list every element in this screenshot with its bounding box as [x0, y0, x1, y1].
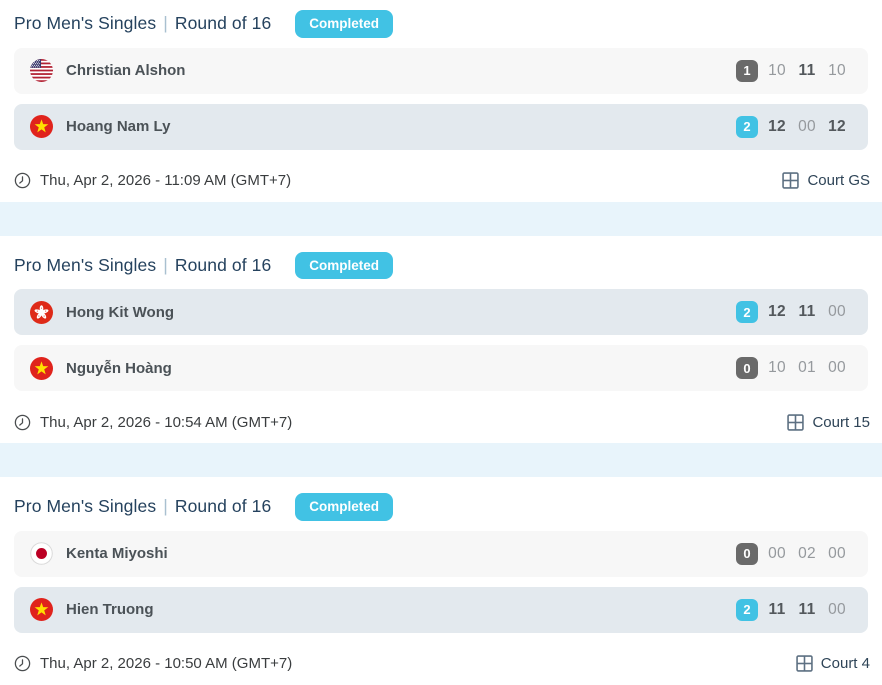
game-score: 00 — [828, 303, 846, 320]
court-grid-icon — [787, 413, 805, 431]
game-score: 11 — [768, 600, 786, 618]
match-datetime: Thu, Apr 2, 2026 - 11:09 AM (GMT+7) — [14, 172, 291, 189]
datetime-label: Thu, Apr 2, 2026 - 10:54 AM (GMT+7) — [40, 413, 293, 431]
status-badge: Completed — [295, 251, 394, 279]
court-info: Court 15 — [787, 414, 870, 431]
clock-icon — [14, 172, 31, 189]
clock-icon — [14, 655, 31, 672]
datetime-label: Thu, Apr 2, 2026 - 11:09 AM (GMT+7) — [40, 172, 292, 189]
game-score: 01 — [798, 359, 816, 376]
title-separator: | — [163, 496, 168, 517]
datetime-label: Thu, Apr 2, 2026 - 10:50 AM (GMT+7) — [40, 655, 293, 672]
match-title: Pro Men's Singles | Round of 16 — [14, 255, 271, 276]
game-score: 00 — [828, 544, 846, 562]
player-name: Hien Truong — [66, 601, 154, 618]
category-label: Pro Men's Singles — [14, 254, 157, 275]
court-label: Court 15 — [812, 413, 870, 431]
round-label: Round of 16 — [174, 13, 272, 34]
player-row: Hoang Nam Ly 2 12 00 12 — [14, 103, 868, 150]
court-label: Court GS — [807, 172, 870, 189]
match-card[interactable]: Pro Men's Singles | Round of 16 Completed … — [0, 0, 882, 202]
title-separator: | — [163, 254, 168, 275]
match-header: Pro Men's Singles | Round of 16 Completed — [0, 0, 882, 48]
game-score: 00 — [768, 544, 786, 562]
player-name: Hong Kit Wong — [66, 303, 175, 321]
player-row: Hien Truong 2 11 11 00 — [14, 586, 868, 633]
match-footer: Thu, Apr 2, 2026 - 10:54 AM (GMT+7) Cour… — [0, 401, 882, 443]
match-card[interactable]: Pro Men's Singles | Round of 16 Completed … — [0, 235, 882, 443]
match-footer: Thu, Apr 2, 2026 - 10:50 AM (GMT+7) Cour… — [0, 643, 882, 685]
match-header: Pro Men's Singles | Round of 16 Completed — [0, 236, 882, 290]
game-score: 12 — [768, 303, 786, 320]
game-score: 10 — [768, 61, 786, 79]
player-row: Kenta Miyoshi 0 00 02 00 — [14, 530, 868, 577]
score-group: 2 12 11 00 — [736, 301, 852, 323]
category-label: Pro Men's Singles — [14, 13, 157, 34]
court-grid-icon — [782, 172, 800, 189]
clock-icon — [14, 414, 31, 431]
match-header: Pro Men's Singles | Round of 16 Completed — [0, 477, 882, 531]
score-group: 2 12 00 12 — [736, 115, 852, 138]
score-group: 0 10 01 00 — [736, 357, 852, 379]
game-score: 00 — [828, 600, 846, 618]
score-group: 2 11 11 00 — [736, 598, 852, 621]
status-badge: Completed — [295, 10, 394, 38]
vietnam-flag — [30, 115, 53, 138]
set-count-badge: 2 — [736, 115, 758, 138]
round-label: Round of 16 — [174, 496, 272, 517]
set-count-badge: 2 — [736, 301, 758, 323]
category-label: Pro Men's Singles — [14, 496, 157, 517]
usa-flag — [30, 59, 53, 82]
hongkong-flag — [30, 300, 53, 324]
title-separator: | — [163, 13, 168, 34]
court-label: Court 4 — [820, 655, 870, 672]
section-separator — [0, 201, 882, 236]
vietnam-flag — [30, 598, 53, 621]
game-score: 12 — [768, 117, 786, 135]
game-score: 00 — [798, 117, 816, 135]
court-info: Court GS — [782, 172, 870, 189]
court-info: Court 4 — [796, 655, 870, 672]
player-name: Kenta Miyoshi — [66, 545, 168, 562]
player-name: Christian Alshon — [66, 62, 186, 79]
set-count-badge: 1 — [736, 59, 758, 82]
game-score: 10 — [828, 61, 846, 79]
player-rows: Hong Kit Wong 2 12 11 00 Nguyễn Hoàng 0 10… — [0, 289, 882, 391]
set-count-badge: 0 — [736, 542, 758, 565]
status-badge: Completed — [295, 493, 394, 521]
japan-flag — [30, 542, 53, 565]
score-group: 1 10 11 10 — [736, 59, 852, 82]
player-row: Christian Alshon 1 10 11 10 — [14, 47, 868, 94]
player-row: Nguyễn Hoàng 0 10 01 00 — [14, 345, 868, 391]
game-score: 12 — [828, 117, 846, 135]
vietnam-flag — [30, 356, 53, 380]
match-datetime: Thu, Apr 2, 2026 - 10:50 AM (GMT+7) — [14, 655, 292, 672]
player-row: Hong Kit Wong 2 12 11 00 — [14, 289, 868, 335]
set-count-badge: 0 — [736, 357, 758, 379]
player-rows: Christian Alshon 1 10 11 10 Hoang Nam Ly 2… — [0, 47, 882, 150]
player-rows: Kenta Miyoshi 0 00 02 00 Hien Truong 2 11 1… — [0, 530, 882, 633]
game-score: 11 — [798, 600, 816, 618]
match-title: Pro Men's Singles | Round of 16 — [14, 13, 271, 34]
game-score: 11 — [798, 303, 816, 320]
game-score: 11 — [798, 61, 816, 79]
game-score: 10 — [768, 359, 786, 376]
game-score: 00 — [828, 359, 846, 376]
game-score: 02 — [798, 544, 816, 562]
score-group: 0 00 02 00 — [736, 542, 852, 565]
round-label: Round of 16 — [174, 254, 272, 275]
match-card[interactable]: Pro Men's Singles | Round of 16 Completed … — [0, 477, 882, 685]
court-grid-icon — [796, 655, 813, 672]
player-name: Nguyễn Hoàng — [66, 359, 172, 377]
match-title: Pro Men's Singles | Round of 16 — [14, 496, 271, 517]
set-count-badge: 2 — [736, 598, 758, 621]
match-datetime: Thu, Apr 2, 2026 - 10:54 AM (GMT+7) — [14, 414, 292, 431]
match-footer: Thu, Apr 2, 2026 - 11:09 AM (GMT+7) Cour… — [0, 160, 882, 202]
player-name: Hoang Nam Ly — [66, 118, 171, 135]
section-separator — [0, 443, 882, 477]
